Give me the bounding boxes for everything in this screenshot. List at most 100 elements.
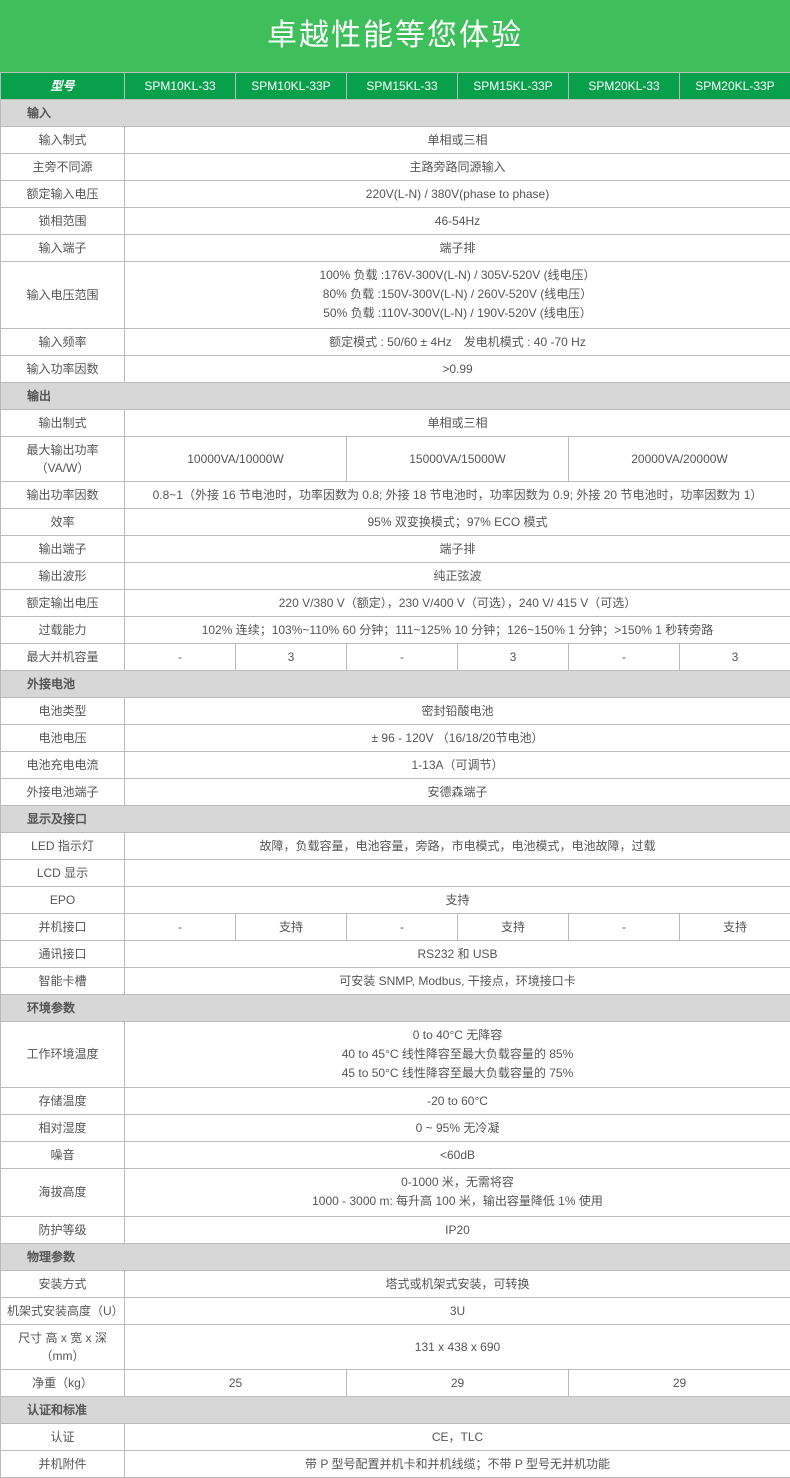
section-title: 输入 [1,100,790,127]
row-value: 15000VA/15000W [347,436,569,481]
row-value: >0.99 [125,355,790,382]
row-value: 46-54Hz [125,208,790,235]
row-value: 1-13A（可调节） [125,751,790,778]
row-value: 端子排 [125,535,790,562]
row-value: 3 [680,643,790,670]
row-label: 过载能力 [1,616,125,643]
row-value: ± 96 - 120V （16/18/20节电池） [125,724,790,751]
spec-row: 输出波形纯正弦波 [1,562,790,589]
spec-row: LCD 显示 [1,859,790,886]
row-value: <60dB [125,1142,790,1169]
row-label: 锁相范围 [1,208,125,235]
page-title: 卓越性能等您体验 [0,0,790,72]
spec-row: 最大并机容量-3-3-3 [1,643,790,670]
spec-row: 净重（kg）252929 [1,1369,790,1396]
row-label: 输入功率因数 [1,355,125,382]
row-value: 29 [347,1369,569,1396]
row-label: 输入电压范围 [1,262,125,329]
header-model: SPM15KL-33 [347,73,458,100]
section-header: 外接电池 [1,670,790,697]
spec-row: 认证CE，TLC [1,1423,790,1450]
row-label: 相对湿度 [1,1115,125,1142]
row-label: 认证 [1,1423,125,1450]
row-label: 输出波形 [1,562,125,589]
section-header: 环境参数 [1,994,790,1021]
spec-row: 输入端子端子排 [1,235,790,262]
header-model: SPM15KL-33P [458,73,569,100]
spec-row: 主旁不同源主路旁路同源输入 [1,154,790,181]
row-label: 最大并机容量 [1,643,125,670]
row-label: 效率 [1,508,125,535]
header-model: SPM10KL-33P [236,73,347,100]
row-label: 电池类型 [1,697,125,724]
row-value: - [569,643,680,670]
row-label: 安装方式 [1,1270,125,1297]
row-value: 支持 [125,886,790,913]
row-value: 10000VA/10000W [125,436,347,481]
row-label: 主旁不同源 [1,154,125,181]
row-value: 额定模式 : 50/60 ± 4Hz 发电机模式 : 40 -70 Hz [125,328,790,355]
row-value: 25 [125,1369,347,1396]
row-value: 塔式或机架式安装，可转换 [125,1270,790,1297]
spec-row: 智能卡槽可安装 SNMP, Modbus, 干接点，环境接口卡 [1,967,790,994]
section-header: 显示及接口 [1,805,790,832]
spec-row: 通讯接口RS232 和 USB [1,940,790,967]
row-value: 支持 [236,913,347,940]
section-header: 输出 [1,382,790,409]
row-label: LED 指示灯 [1,832,125,859]
row-value: 102% 连续；103%~110% 60 分钟；111~125% 10 分钟；1… [125,616,790,643]
row-value: 支持 [458,913,569,940]
row-value: 故障，负载容量，电池容量，旁路，市电模式，电池模式，电池故障，过载 [125,832,790,859]
row-value: 带 P 型号配置并机卡和并机线缆；不带 P 型号无并机功能 [125,1450,790,1477]
row-label: 噪音 [1,1142,125,1169]
row-label: 额定输出电压 [1,589,125,616]
row-value: 0.8~1（外接 16 节电池时，功率因数为 0.8; 外接 18 节电池时，功… [125,481,790,508]
row-value: 3 [458,643,569,670]
spec-row: 相对湿度0 ~ 95% 无冷凝 [1,1115,790,1142]
spec-row: 安装方式塔式或机架式安装，可转换 [1,1270,790,1297]
header-model: SPM20KL-33P [680,73,790,100]
row-label: EPO [1,886,125,913]
row-label: 输入制式 [1,127,125,154]
row-value: 单相或三相 [125,127,790,154]
spec-table: 型号 SPM10KL-33 SPM10KL-33P SPM15KL-33 SPM… [0,72,790,1478]
row-value [125,859,790,886]
spec-row: 海拔高度0-1000 米，无需将容1000 - 3000 m: 每升高 100 … [1,1169,790,1216]
row-label: 存储温度 [1,1088,125,1115]
row-value: 端子排 [125,235,790,262]
section-title: 环境参数 [1,994,790,1021]
row-label: 并机接口 [1,913,125,940]
row-value: 95% 双变换模式；97% ECO 模式 [125,508,790,535]
spec-row: 外接电池端子安德森端子 [1,778,790,805]
row-value: 主路旁路同源输入 [125,154,790,181]
section-title: 认证和标准 [1,1396,790,1423]
spec-row: 输入制式单相或三相 [1,127,790,154]
spec-row: 锁相范围46-54Hz [1,208,790,235]
row-value: 29 [569,1369,790,1396]
spec-row: 过载能力102% 连续；103%~110% 60 分钟；111~125% 10 … [1,616,790,643]
section-title: 物理参数 [1,1243,790,1270]
row-label: 输出制式 [1,409,125,436]
spec-row: 噪音<60dB [1,1142,790,1169]
row-value: 220 V/380 V（额定），230 V/400 V（可选），240 V/ 4… [125,589,790,616]
spec-row: 输入电压范围100% 负载 :176V-300V(L-N) / 305V-520… [1,262,790,329]
row-value: 20000VA/20000W [569,436,790,481]
row-value: - [569,913,680,940]
row-label: LCD 显示 [1,859,125,886]
spec-row: 效率95% 双变换模式；97% ECO 模式 [1,508,790,535]
spec-row: 输入功率因数>0.99 [1,355,790,382]
row-label: 额定输入电压 [1,181,125,208]
row-value: - [125,913,236,940]
section-title: 输出 [1,382,790,409]
row-value: 3U [125,1297,790,1324]
row-label: 输出功率因数 [1,481,125,508]
section-header: 输入 [1,100,790,127]
row-value: 220V(L-N) / 380V(phase to phase) [125,181,790,208]
spec-row: 机架式安装高度（U）3U [1,1297,790,1324]
header-model: SPM10KL-33 [125,73,236,100]
spec-row: LED 指示灯故障，负载容量，电池容量，旁路，市电模式，电池模式，电池故障，过载 [1,832,790,859]
row-value: 纯正弦波 [125,562,790,589]
spec-row: 额定输入电压220V(L-N) / 380V(phase to phase) [1,181,790,208]
row-value: 3 [236,643,347,670]
spec-row: 防护等级IP20 [1,1216,790,1243]
